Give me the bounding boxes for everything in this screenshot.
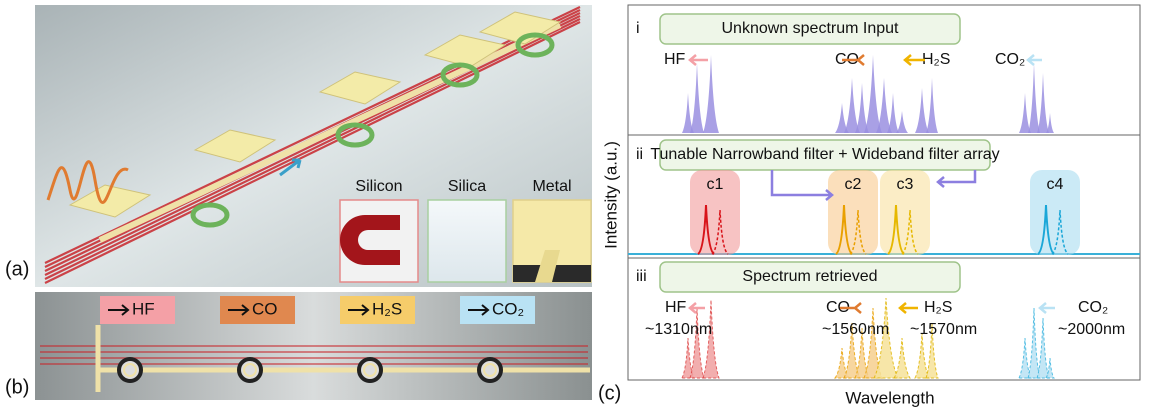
arrow [772,170,832,200]
row-numeral: iii [636,268,647,285]
channel-label: c4 [1047,176,1064,193]
micro-ring [479,359,501,381]
channel-label: c2 [845,176,862,193]
panel-label: (a) [5,258,29,280]
gas-label: H₂S [922,51,950,68]
gas-label: HF [664,51,686,68]
material-inset [428,200,506,282]
channel-label: c3 [897,176,914,193]
panel-label: (b) [5,376,29,398]
arrow [938,170,975,187]
wavelength-label: ~2000nm [1058,321,1125,338]
material-label: Silicon [355,178,402,195]
gas-arrow [1040,303,1055,313]
page: {"panel_a": {"label": "(a)", "materials"… [0,0,1149,409]
wavelength-label: ~1310nm [645,321,712,338]
gas-arrow [1028,55,1042,65]
gas-label: H₂S [924,299,952,316]
spectral-peak [690,63,704,133]
wavelength-label: ~1570nm [910,321,977,338]
gas-arrow [690,55,708,65]
spectral-peak [1019,93,1031,133]
gas-label: CO₂ [1078,299,1108,316]
row-numeral: i [636,20,640,37]
panel-label: (c) [598,382,621,404]
spectral-peak [1028,63,1040,133]
spectral-peak [915,333,929,378]
spectral-peak [915,88,929,133]
spectral-peak [703,300,719,378]
micro-ring [239,359,261,381]
material-label: Metal [532,178,571,195]
material-label: Silica [448,178,486,195]
channel-label: c1 [707,176,724,193]
spectral-peak [690,308,704,378]
gas-label: HF [132,299,155,318]
spectral-peak [896,111,908,133]
spectral-peak [1037,318,1049,378]
y-axis-label: Intensity (a.u.) [601,141,620,249]
gas-label: HF [665,299,687,316]
gas-label: CO₂ [995,51,1025,68]
row-title: Tunable Narrowband filter + Wideband fil… [650,146,999,163]
figure: Silicon Silica Metal (a) HF CO H₂S CO₂ (b) Intens… [0,0,1149,409]
gas-label: CO₂ [492,299,524,318]
micro-ring [119,359,141,381]
spectral-peak [1028,308,1040,378]
spectral-peak [926,78,938,133]
micro-ring [359,359,381,381]
wavelength-label: ~1560nm [822,321,889,338]
gas-arrow [690,303,705,313]
spectral-peak [864,55,882,133]
row-title: Spectrum retrieved [742,268,877,285]
row-numeral: ii [636,146,643,163]
gas-arrow [900,303,918,313]
spectral-peak [1037,73,1049,133]
row-title: Unknown spectrum Input [722,20,900,37]
spectral-peak [703,55,719,133]
spectral-peak [894,338,910,378]
gas-label: CO [252,299,278,318]
gas-label: H₂S [372,299,402,318]
x-axis-label: Wavelength [845,388,934,407]
